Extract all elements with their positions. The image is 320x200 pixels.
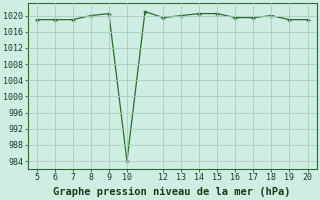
X-axis label: Graphe pression niveau de la mer (hPa): Graphe pression niveau de la mer (hPa) [53, 186, 291, 197]
